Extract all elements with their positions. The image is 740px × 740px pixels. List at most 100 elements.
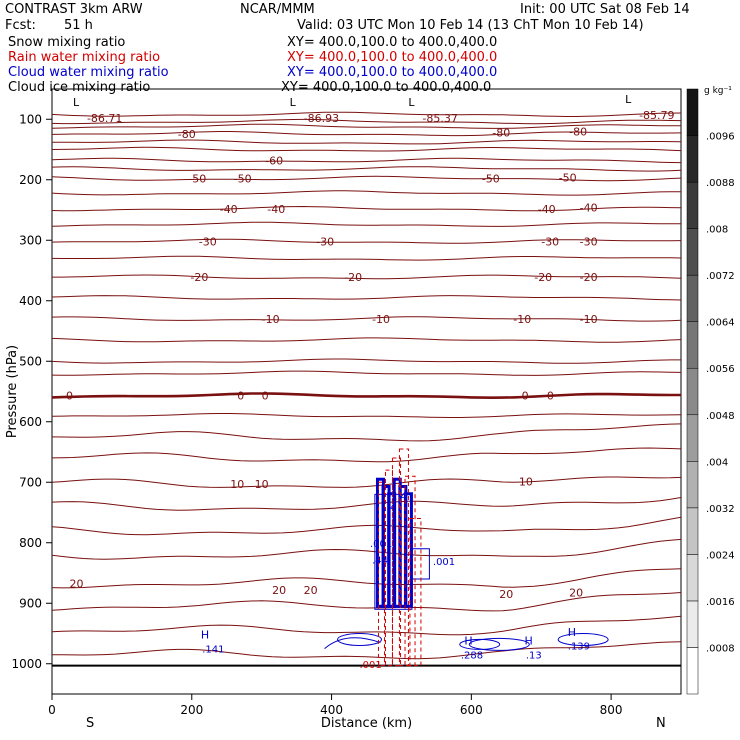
colorbar-segment [686, 554, 699, 602]
forecast-hours: 51 h [64, 18, 93, 33]
isotherm-label: 20 [304, 584, 318, 597]
y-tick-label: 900 [19, 596, 42, 610]
isotherm-label: -40 [538, 203, 556, 216]
isotherm-line [52, 337, 681, 343]
colorbar-segment [686, 181, 699, 229]
cloud-water-label: .001 [433, 557, 455, 568]
isotherm-label: -80 [492, 127, 510, 140]
colorbar-label: .0024 [706, 550, 735, 561]
colorbar-label: .0016 [706, 597, 735, 608]
isotherm-label: -80 [178, 128, 196, 141]
low-cloud-contour [468, 637, 530, 651]
cloud-water-contours [324, 477, 609, 651]
cloud-water-high: H [201, 628, 209, 641]
isotherm-line [52, 447, 681, 463]
low-symbol: L [73, 96, 80, 109]
rain-water-label: .001 [360, 660, 382, 671]
low-cloud-contour [557, 633, 609, 647]
isotherm-line [52, 131, 681, 137]
low-value: -86.93 [304, 112, 339, 125]
isotherm-label: 10 [255, 478, 269, 491]
isotherm-line [52, 358, 681, 364]
cloud-water-label: 1.4 [380, 502, 396, 513]
forecast-label: Fcst: [5, 18, 36, 33]
cloud-water-label: .001 [370, 539, 392, 550]
low-symbol: L [625, 93, 632, 106]
y-tick-label: 400 [19, 294, 42, 308]
isotherm-line [52, 118, 681, 125]
low-cloud-arc [324, 637, 381, 650]
isotherm-line [52, 274, 681, 280]
x-tick-label: 400 [320, 703, 343, 717]
isotherm-line [52, 592, 681, 612]
isotherm-line [52, 111, 681, 117]
colorbar-label: .0096 [706, 132, 735, 143]
field-snow: Snow mixing ratio [8, 35, 126, 50]
cloud-water-label: .288 [461, 651, 483, 662]
isotherm-line [52, 175, 681, 182]
colorbar-label: .004 [706, 457, 728, 468]
isotherm-label: -20 [190, 271, 208, 284]
x-tick-label: 600 [460, 703, 483, 717]
y-tick-label: 800 [19, 536, 42, 550]
colorbar-label: .0048 [706, 411, 735, 422]
rain-water-contour [377, 481, 385, 667]
cloud-water-label: .13 [526, 651, 542, 662]
temperature-contours [52, 111, 681, 660]
isotherm-label: -80 [569, 125, 587, 138]
isotherm-line [52, 615, 681, 636]
isotherm-line [52, 190, 681, 196]
isotherm-line [52, 166, 681, 172]
low-cloud-contour [337, 633, 383, 647]
isotherm-line [52, 641, 681, 660]
rain-water-contour [384, 469, 393, 667]
isotherm-line [52, 476, 681, 488]
x-tick-label: 200 [180, 703, 203, 717]
isotherm-line [52, 413, 681, 418]
x-axis-title: Distance (km) [321, 716, 412, 731]
isotherm-label: -40 [220, 203, 238, 216]
field-cloud-water: Cloud water mixing ratio [8, 65, 169, 80]
isotherm-line [52, 295, 681, 301]
isotherm-label: -10 [580, 313, 598, 326]
contour-labels: -80 -80 -80 -60 -50 -50 -50 -50 -40 -40 -40 -40 -30 -… [66, 93, 675, 671]
isotherm-label: 20 [499, 588, 513, 601]
field-snow-xy: XY= 400.0,100.0 to 400.0,400.0 [287, 35, 498, 50]
cloud-water-high: H [524, 634, 532, 647]
field-rain-xy: XY= 400.0,100.0 to 400.0,400.0 [287, 50, 498, 65]
low-symbol: L [290, 96, 297, 109]
rain-water-contour [409, 518, 422, 667]
isotherm-label: -30 [541, 235, 559, 248]
isotherm-label: -40 [580, 202, 598, 215]
colorbar-segment [686, 367, 699, 416]
isotherm-line [52, 255, 681, 261]
colorbar-segment [686, 228, 699, 276]
isotherm-line [52, 370, 681, 376]
y-tick-label: 600 [19, 415, 42, 429]
low-value: -85.37 [422, 112, 457, 125]
colorbar-units: g kg⁻¹ [704, 86, 732, 96]
center-title: NCAR/MMM [240, 2, 315, 17]
colorbar-label: .0064 [706, 318, 735, 329]
field-cloud-water-xy: XY= 400.0,100.0 to 400.0,400.0 [287, 65, 498, 80]
y-tick-label: 700 [19, 475, 42, 489]
isotherm-label: -40 [267, 203, 285, 216]
isotherm-line [52, 123, 681, 129]
isotherm-label: -10 [372, 313, 390, 326]
rain-water-contours [377, 448, 422, 667]
isotherm-label: -10 [513, 313, 531, 326]
isotherm-label: -20 [344, 271, 362, 284]
colorbar-segment [686, 135, 699, 183]
low-symbol: L [408, 96, 415, 109]
north-label: N [656, 716, 666, 731]
isotherm-line [52, 238, 681, 244]
colorbar-segment [686, 507, 699, 555]
y-tick-label: 1000 [11, 657, 42, 671]
isotherm-label: -50 [188, 173, 206, 186]
y-tick-label: 300 [19, 233, 42, 247]
colorbar-segment [686, 321, 699, 369]
isotherm-label: -20 [534, 271, 552, 284]
plot-frame [51, 88, 682, 695]
